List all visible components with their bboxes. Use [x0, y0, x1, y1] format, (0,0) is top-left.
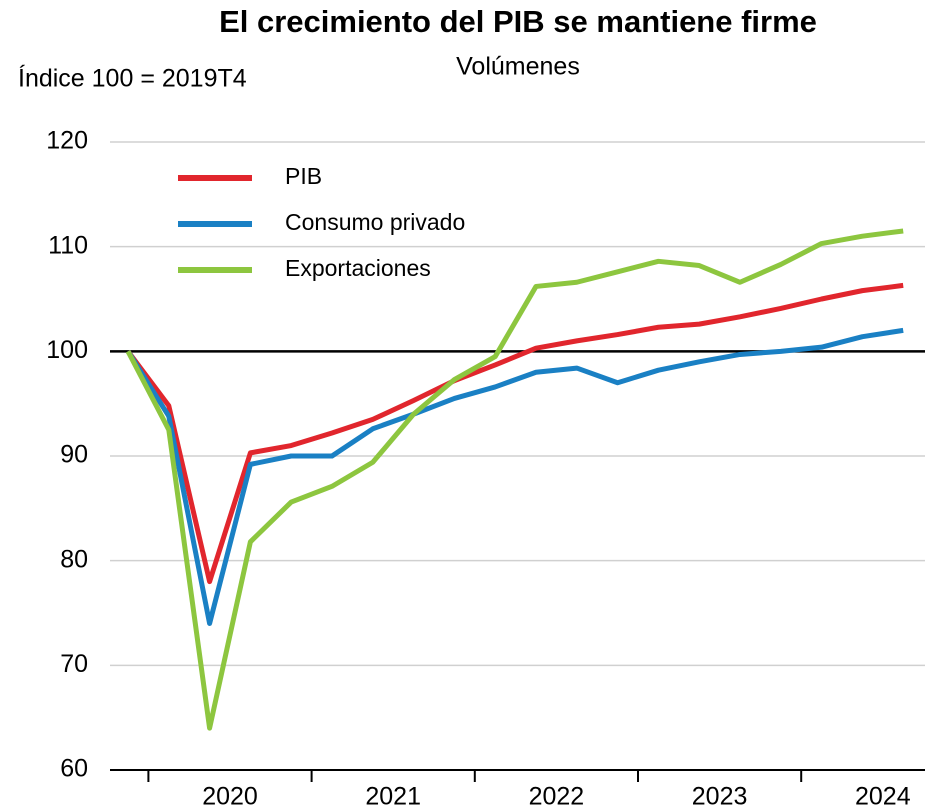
- legend-label: PIB: [285, 163, 322, 189]
- y-tick-label: 110: [48, 231, 88, 259]
- x-tick-label: 2023: [692, 783, 748, 811]
- x-tick-label: 2024: [855, 783, 911, 811]
- series-line: [125, 327, 904, 626]
- x-tick-label: 2020: [202, 783, 258, 811]
- y-tick-label: 100: [46, 336, 88, 364]
- series-line: [125, 282, 904, 585]
- x-tick-label: 2022: [529, 783, 585, 811]
- chart-subtitle: Volúmenes: [456, 53, 580, 81]
- y-tick-label: 120: [46, 127, 88, 155]
- legend-label: Exportaciones: [285, 255, 431, 281]
- y-tick-label: 90: [60, 441, 88, 469]
- chart-title: El crecimiento del PIB se mantiene firme: [219, 4, 817, 39]
- y-tick-label: 80: [60, 545, 88, 573]
- y-tick-label: 60: [60, 755, 88, 783]
- y-tick-label: 70: [60, 650, 88, 678]
- y-axis-label: Índice 100 = 2019T4: [18, 64, 247, 93]
- x-tick-label: 2021: [365, 783, 421, 811]
- series-line: [125, 228, 904, 731]
- legend-label: Consumo privado: [285, 209, 465, 235]
